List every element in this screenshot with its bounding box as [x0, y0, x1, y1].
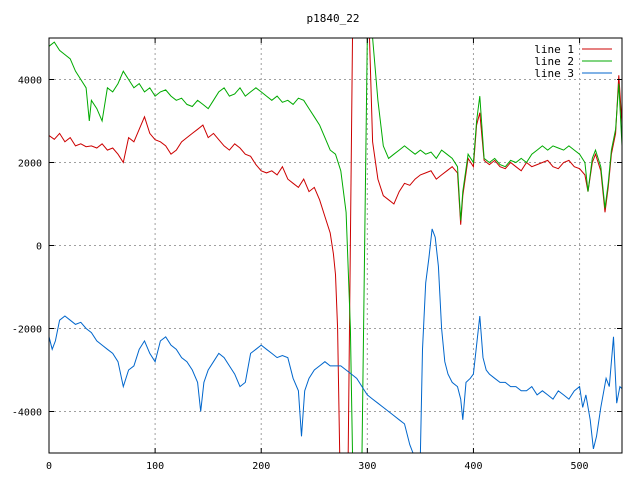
y-tick-label: -2000	[12, 325, 42, 336]
axis-ticks: 0 100 200 300 400 500 -4000 -2000 0 2000 4000	[12, 38, 622, 472]
legend-label-3: line 3	[534, 67, 574, 80]
series-line-1	[49, 38, 622, 453]
x-tick-label: 500	[571, 461, 589, 472]
x-tick-label: 200	[252, 461, 270, 472]
chart-title: p1840_22	[307, 12, 360, 25]
legend-label-1: line 1	[534, 43, 574, 56]
series-line-3	[49, 228, 622, 453]
y-tick-label: 4000	[18, 76, 42, 87]
y-tick-label: 2000	[18, 159, 42, 170]
grid	[49, 38, 622, 453]
y-tick-label: 0	[36, 242, 42, 253]
x-tick-label: 300	[358, 461, 376, 472]
y-tick-label: -4000	[12, 408, 42, 419]
x-tick-label: 100	[146, 461, 164, 472]
series-line-2	[49, 38, 622, 453]
x-tick-label: 0	[46, 461, 52, 472]
x-tick-label: 400	[464, 461, 482, 472]
legend-label-2: line 2	[534, 55, 574, 68]
series-layer	[49, 38, 622, 453]
